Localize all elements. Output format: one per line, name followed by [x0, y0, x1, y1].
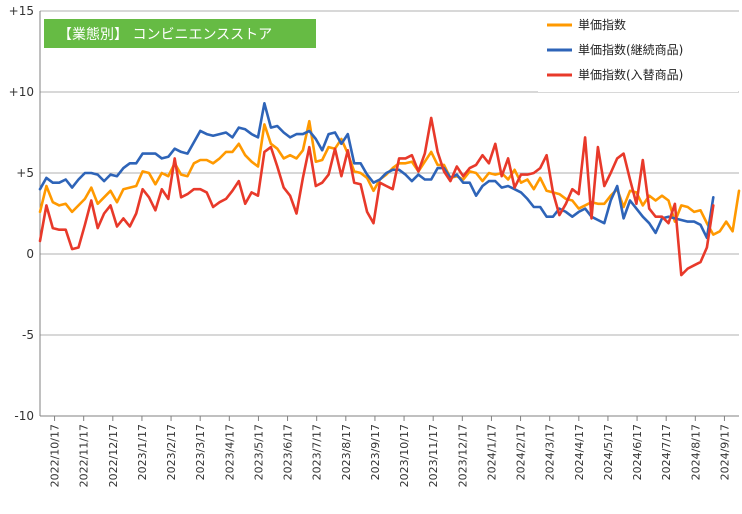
y-tick-label: -5 — [22, 328, 34, 342]
x-tick-label: 2023/2/17 — [165, 424, 178, 480]
series-line-2 — [38, 116, 715, 277]
legend-label-2: 単価指数(入替商品) — [578, 67, 683, 82]
x-tick-label: 2024/1/17 — [485, 424, 498, 480]
chart-title-box: 【業態別】 コンビニエンスストア — [44, 19, 316, 48]
chart-title: 【業態別】 コンビニエンスストア — [58, 27, 272, 43]
x-tick-label: 2023/11/17 — [427, 424, 440, 487]
x-tick-label: 2024/7/17 — [660, 424, 673, 480]
x-tick-label: 2023/10/17 — [398, 424, 411, 487]
y-tick-label: +10 — [9, 85, 34, 99]
x-tick-label: 2024/9/17 — [718, 424, 731, 480]
x-tick-label: 2023/9/17 — [369, 424, 382, 480]
legend-label-0: 単価指数 — [578, 17, 626, 32]
x-tick-label: 2023/4/17 — [223, 424, 236, 480]
x-tick-label: 2024/5/17 — [602, 424, 615, 480]
x-tick-label: 2022/11/17 — [78, 424, 91, 487]
series-line-1 — [38, 102, 715, 240]
y-tick-label: -10 — [14, 409, 34, 423]
axis-layer: +15 +10 +5 0 -5 -10 2022/10/17 2022/11/17 2022/1… — [9, 4, 739, 487]
x-tick-label: 2024/6/17 — [631, 424, 644, 480]
y-tick-label: +5 — [16, 166, 34, 180]
x-tick-label: 2023/6/17 — [282, 424, 295, 480]
legend-label-1: 単価指数(継続商品) — [578, 42, 683, 57]
x-tick-label: 2024/3/17 — [544, 424, 557, 480]
x-tick-label: 2024/8/17 — [689, 424, 702, 480]
x-tick-label: 2023/12/17 — [456, 424, 469, 487]
x-tick-label: 2023/5/17 — [252, 424, 265, 480]
chart-title-background — [44, 19, 316, 48]
x-tick-label: 2022/10/17 — [49, 424, 62, 487]
x-tick-label: 2023/8/17 — [340, 424, 353, 480]
x-tick-label: 2022/12/17 — [107, 424, 120, 487]
series-layer — [38, 102, 741, 277]
y-tick-label: 0 — [26, 247, 34, 261]
x-tick-label: 2023/3/17 — [194, 424, 207, 480]
x-tick-label: 2023/1/17 — [136, 424, 149, 480]
x-tick-label: 2023/7/17 — [311, 424, 324, 480]
y-tick-label: +15 — [9, 4, 34, 18]
x-tick-label: 2024/4/17 — [573, 424, 586, 480]
x-tick-label: 2024/2/17 — [515, 424, 528, 480]
